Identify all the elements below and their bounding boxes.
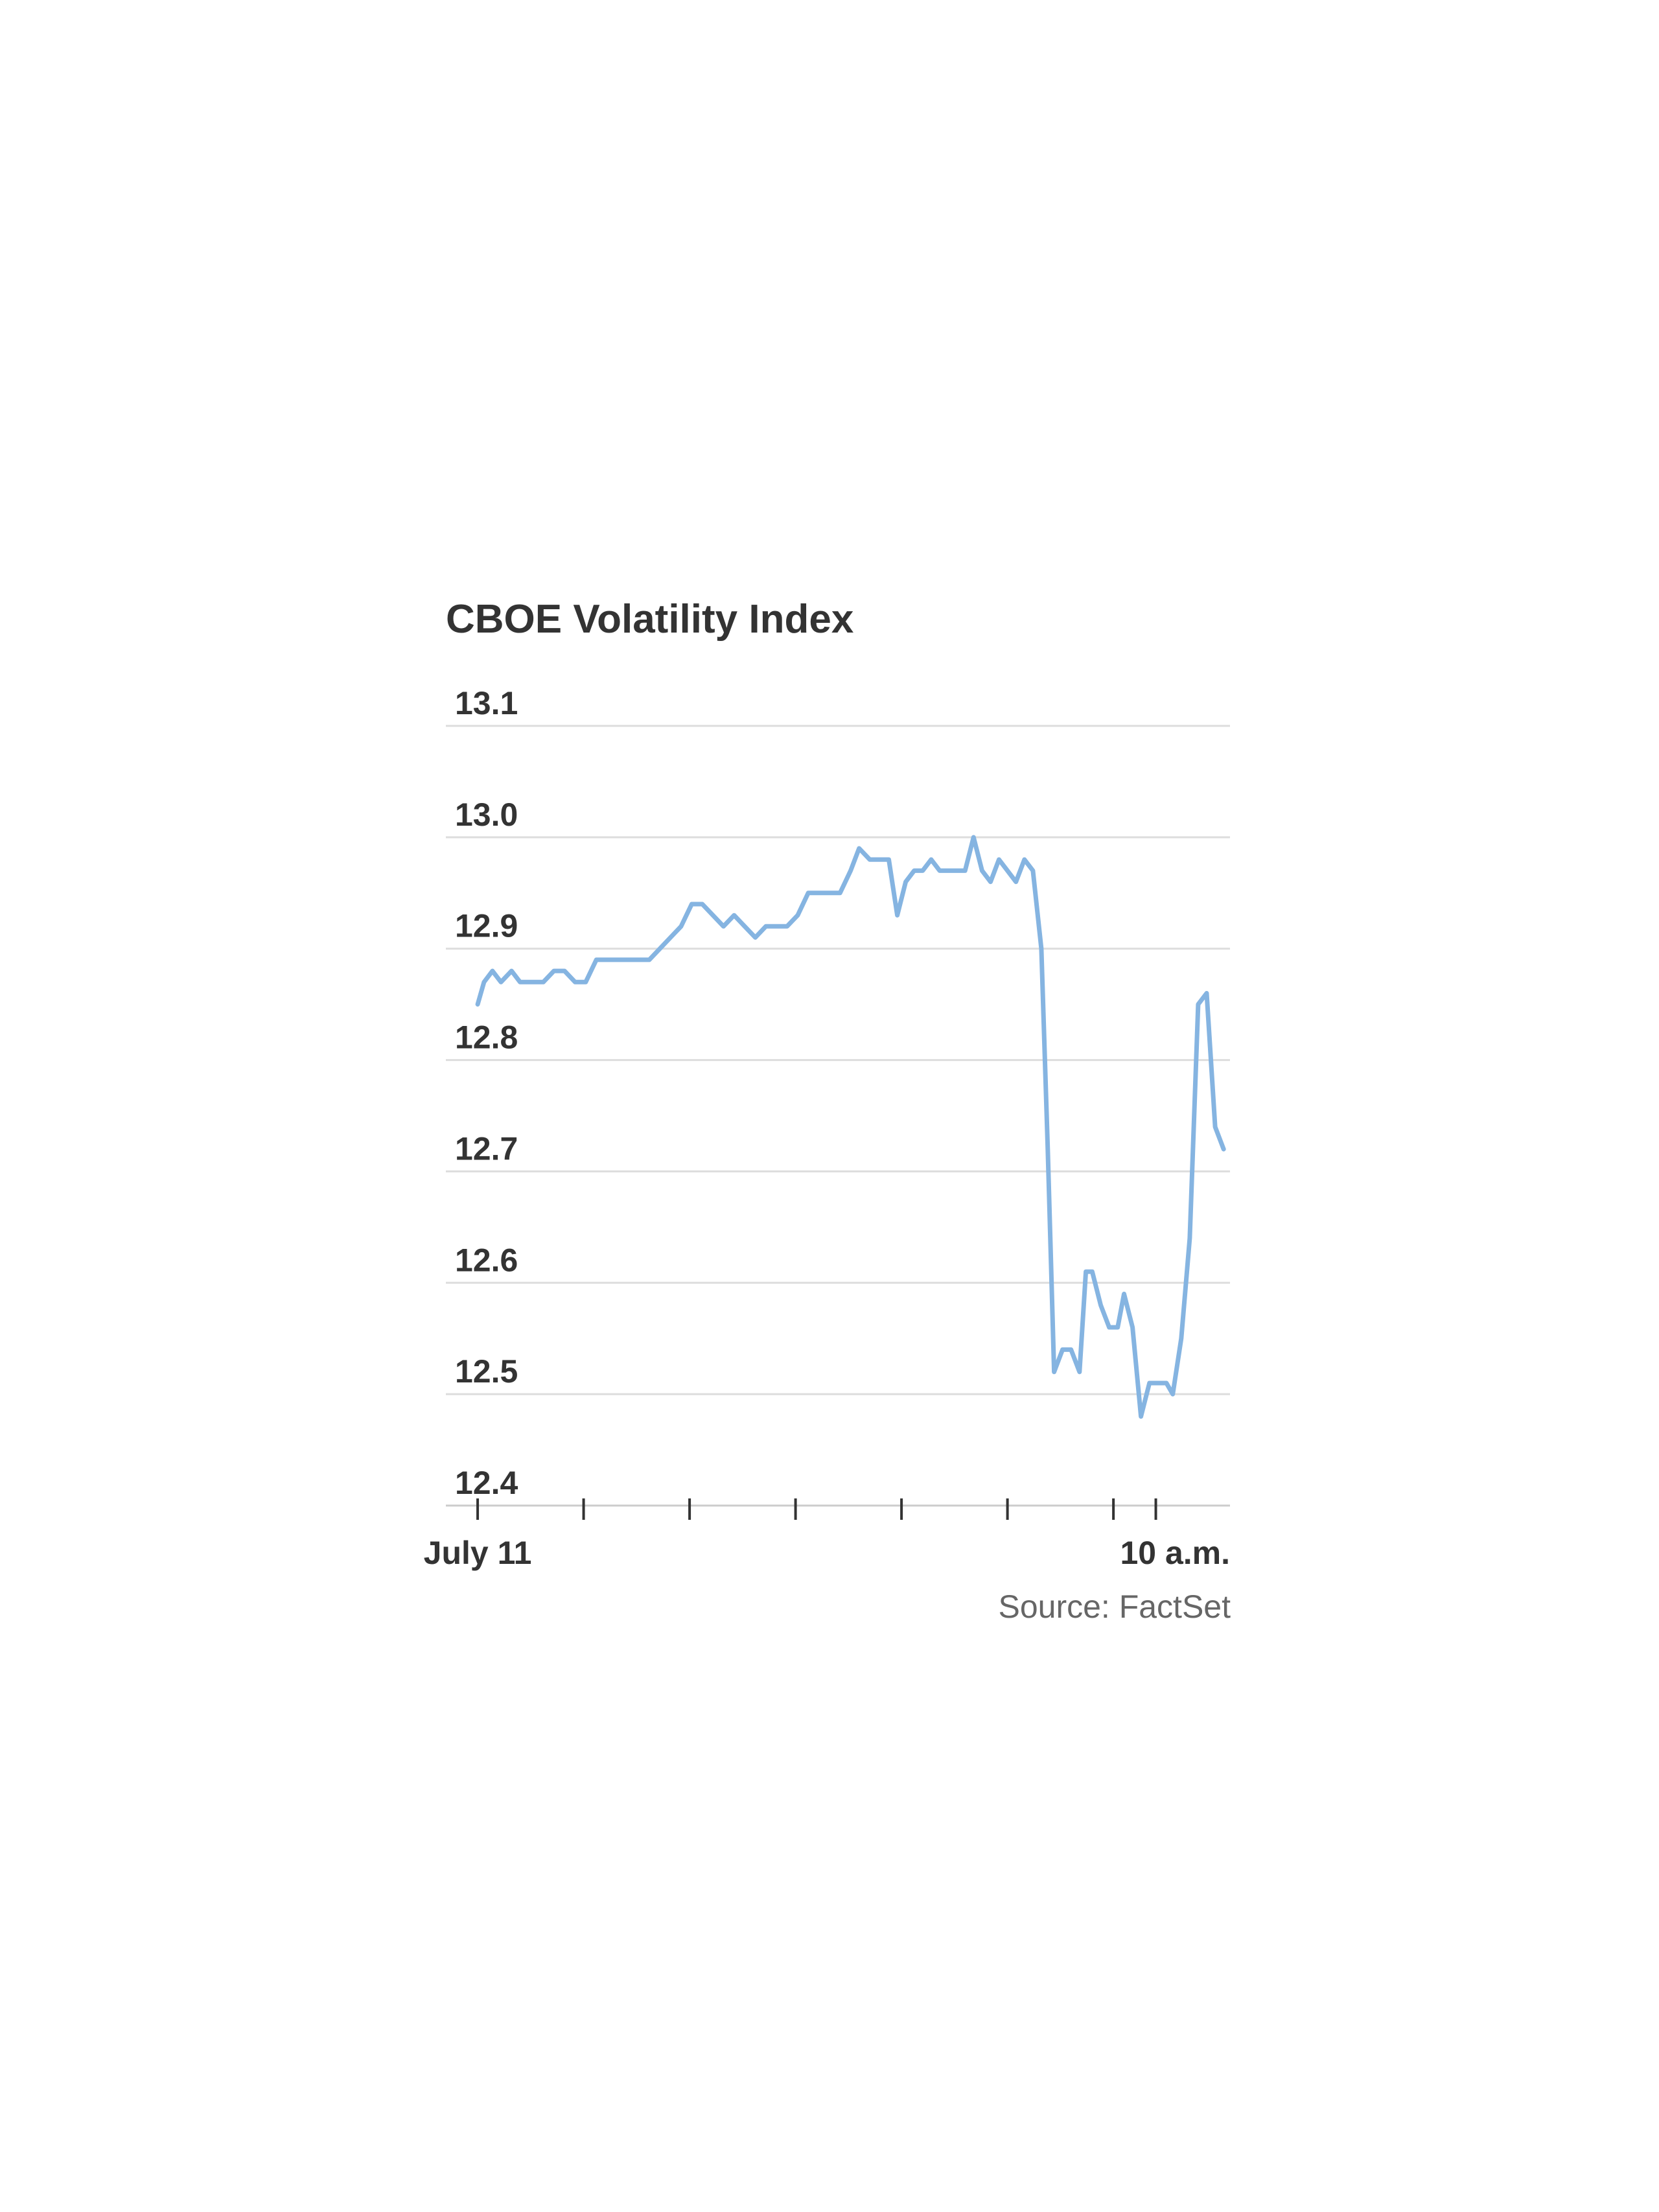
chart-source: Source: FactSet — [998, 1589, 1231, 1625]
chart-title: CBOE Volatility Index — [446, 597, 854, 642]
y-tick-label: 12.4 — [455, 1465, 518, 1501]
vix-series-line — [475, 835, 1226, 1419]
y-tick-label: 12.9 — [455, 908, 518, 944]
y-tick-label: 12.7 — [455, 1130, 518, 1167]
y-tick-label: 12.6 — [455, 1242, 518, 1278]
y-tick-label: 12.8 — [455, 1019, 518, 1056]
line-layer — [475, 835, 1226, 1419]
y-tick-label: 12.5 — [455, 1353, 518, 1390]
y-tick-label: 13.0 — [455, 797, 518, 833]
y-tick-label: 13.1 — [455, 685, 518, 721]
axis-layer: July 11 10 a.m. — [424, 1498, 1230, 1571]
x-tick-label: 10 a.m. — [1120, 1535, 1230, 1571]
grid-layer: 13.1 13.0 12.9 12.8 12.7 12.6 12.5 12.4 — [446, 685, 1230, 1507]
x-tick-label: July 11 — [424, 1535, 532, 1571]
